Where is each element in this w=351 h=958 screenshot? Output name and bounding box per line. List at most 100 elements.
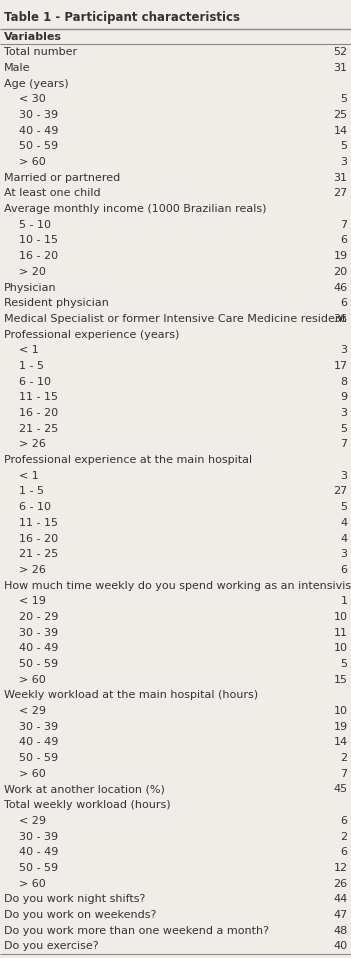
Text: 15: 15	[333, 674, 347, 685]
Text: 16 - 20: 16 - 20	[19, 534, 58, 543]
Text: < 29: < 29	[19, 816, 46, 826]
Text: 20: 20	[333, 267, 347, 277]
Text: > 20: > 20	[19, 267, 46, 277]
Text: 5: 5	[340, 659, 347, 669]
Text: Married or partnered: Married or partnered	[4, 172, 120, 183]
Text: 44: 44	[333, 894, 347, 904]
Text: Work at another location (%): Work at another location (%)	[4, 785, 164, 794]
Text: Male: Male	[4, 63, 30, 73]
Text: 16 - 20: 16 - 20	[19, 408, 58, 418]
Text: 10: 10	[333, 612, 347, 622]
Text: 21 - 25: 21 - 25	[19, 423, 59, 434]
Text: 26: 26	[333, 878, 347, 889]
Text: < 1: < 1	[19, 345, 39, 355]
Text: Age (years): Age (years)	[4, 79, 68, 89]
Text: 6 - 10: 6 - 10	[19, 376, 51, 387]
Text: 2: 2	[340, 832, 347, 841]
Text: > 60: > 60	[19, 674, 46, 685]
Text: 6: 6	[340, 847, 347, 857]
Text: 48: 48	[333, 925, 347, 936]
Text: 21 - 25: 21 - 25	[19, 549, 59, 559]
Text: > 60: > 60	[19, 878, 46, 889]
Text: 6: 6	[340, 816, 347, 826]
Text: < 29: < 29	[19, 706, 46, 716]
Text: Weekly workload at the main hospital (hours): Weekly workload at the main hospital (ho…	[4, 691, 258, 700]
Text: Resident physician: Resident physician	[4, 298, 108, 308]
Text: 3: 3	[340, 470, 347, 481]
Text: 5: 5	[340, 142, 347, 151]
Text: 45: 45	[333, 785, 347, 794]
Text: 50 - 59: 50 - 59	[19, 753, 58, 764]
Text: Professional experience (years): Professional experience (years)	[4, 330, 179, 339]
Text: 36: 36	[333, 314, 347, 324]
Text: 19: 19	[333, 251, 347, 262]
Text: 6 - 10: 6 - 10	[19, 502, 51, 513]
Text: 9: 9	[340, 393, 347, 402]
Text: 11 - 15: 11 - 15	[19, 518, 58, 528]
Text: 27: 27	[333, 487, 347, 496]
Text: 50 - 59: 50 - 59	[19, 863, 58, 873]
Text: > 26: > 26	[19, 565, 46, 575]
Text: How much time weekly do you spend working as an intensivist? (hours): How much time weekly do you spend workin…	[4, 581, 351, 590]
Text: 7: 7	[340, 768, 347, 779]
Text: 25: 25	[333, 110, 347, 120]
Text: Do you work more than one weekend a month?: Do you work more than one weekend a mont…	[4, 925, 269, 936]
Text: 5: 5	[340, 502, 347, 513]
Text: 30 - 39: 30 - 39	[19, 721, 58, 732]
Text: 46: 46	[333, 283, 347, 292]
Text: Total weekly workload (hours): Total weekly workload (hours)	[4, 800, 170, 810]
Text: 10 - 15: 10 - 15	[19, 236, 58, 245]
Text: Do you work on weekends?: Do you work on weekends?	[4, 910, 156, 920]
Text: 4: 4	[340, 518, 347, 528]
Text: Variables: Variables	[4, 32, 61, 41]
Text: 3: 3	[340, 549, 347, 559]
Text: 2: 2	[340, 753, 347, 764]
Text: 1: 1	[340, 596, 347, 606]
Text: Physician: Physician	[4, 283, 56, 292]
Text: 6: 6	[340, 565, 347, 575]
Text: At least one child: At least one child	[4, 189, 100, 198]
Text: 40 - 49: 40 - 49	[19, 644, 59, 653]
Text: > 60: > 60	[19, 157, 46, 167]
Text: 7: 7	[340, 219, 347, 230]
Text: 17: 17	[333, 361, 347, 371]
Text: 11 - 15: 11 - 15	[19, 393, 58, 402]
Text: 10: 10	[333, 644, 347, 653]
Text: 47: 47	[333, 910, 347, 920]
Text: Medical Specialist or former Intensive Care Medicine resident: Medical Specialist or former Intensive C…	[4, 314, 346, 324]
Text: 31: 31	[333, 63, 347, 73]
Text: 52: 52	[333, 47, 347, 57]
Text: < 19: < 19	[19, 596, 46, 606]
Text: > 26: > 26	[19, 440, 46, 449]
Text: 50 - 59: 50 - 59	[19, 142, 58, 151]
Text: 3: 3	[340, 408, 347, 418]
Text: 6: 6	[340, 298, 347, 308]
Text: 3: 3	[340, 157, 347, 167]
Text: 30 - 39: 30 - 39	[19, 627, 58, 638]
Text: 40 - 49: 40 - 49	[19, 847, 59, 857]
Text: 3: 3	[340, 345, 347, 355]
Text: 40 - 49: 40 - 49	[19, 738, 59, 747]
Text: < 30: < 30	[19, 94, 46, 104]
Text: Professional experience at the main hospital: Professional experience at the main hosp…	[4, 455, 252, 465]
Text: 7: 7	[340, 440, 347, 449]
Text: 40 - 49: 40 - 49	[19, 125, 59, 136]
Text: 31: 31	[333, 172, 347, 183]
Text: 50 - 59: 50 - 59	[19, 659, 58, 669]
Text: 1 - 5: 1 - 5	[19, 361, 44, 371]
Text: 5 - 10: 5 - 10	[19, 219, 51, 230]
Text: 12: 12	[333, 863, 347, 873]
Text: 14: 14	[333, 125, 347, 136]
Text: 30 - 39: 30 - 39	[19, 110, 58, 120]
Text: > 60: > 60	[19, 768, 46, 779]
Text: 6: 6	[340, 236, 347, 245]
Text: 11: 11	[333, 627, 347, 638]
Text: < 1: < 1	[19, 470, 39, 481]
Text: Do you work night shifts?: Do you work night shifts?	[4, 894, 145, 904]
Text: 1 - 5: 1 - 5	[19, 487, 44, 496]
Text: 30 - 39: 30 - 39	[19, 832, 58, 841]
Text: Table 1 - Participant characteristics: Table 1 - Participant characteristics	[4, 11, 239, 25]
Text: 8: 8	[340, 376, 347, 387]
Text: 27: 27	[333, 189, 347, 198]
Text: 16 - 20: 16 - 20	[19, 251, 58, 262]
